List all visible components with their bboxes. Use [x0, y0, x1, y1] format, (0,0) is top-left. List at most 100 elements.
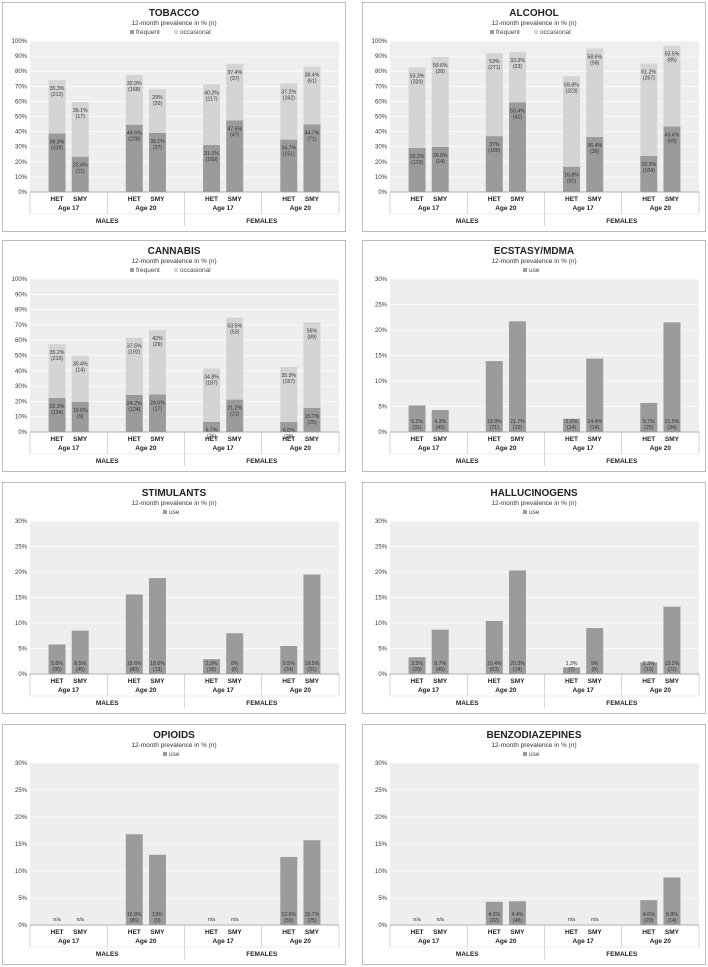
legend-label-use: use — [529, 509, 540, 516]
data-label: 44.6% — [127, 131, 142, 137]
sex-group-label: FEMALES — [606, 951, 638, 958]
bar-use — [663, 606, 681, 674]
y-tick-label: 70% — [375, 84, 388, 90]
bar-use — [485, 901, 503, 925]
category-label: SMY — [228, 436, 243, 443]
y-tick-label: 15% — [15, 842, 28, 848]
data-label: (217) — [205, 96, 217, 102]
legend-label-occasional: occasional — [180, 267, 211, 274]
legend-label-frequent: frequent — [496, 29, 520, 36]
category-label: HET — [282, 678, 295, 685]
bar-frequent — [148, 132, 166, 192]
age-group-label: Age 20 — [135, 445, 157, 452]
bar-use — [586, 358, 604, 432]
data-label: (189) — [488, 148, 500, 154]
chart-title: BENZODIAZEPINES — [486, 730, 581, 741]
data-label: n/a — [568, 917, 575, 923]
category-label: SMY — [588, 929, 603, 936]
data-label: 61.2% — [641, 69, 656, 75]
data-label: (151) — [283, 152, 295, 158]
data-label: 59.6% — [433, 63, 448, 69]
y-tick-label: 5% — [378, 896, 387, 902]
y-tick-label: 60% — [375, 99, 388, 105]
data-label: 35.2% — [50, 350, 65, 356]
y-tick-label: 90% — [15, 292, 28, 298]
data-label: 8.5% — [74, 661, 86, 667]
data-label: 5.2% — [411, 419, 423, 425]
category-label: HET — [205, 929, 218, 936]
data-label: 4.4% — [512, 912, 524, 918]
data-label: (14) — [76, 368, 85, 374]
category-label: HET — [205, 436, 218, 443]
y-tick-label: 0% — [378, 923, 387, 929]
category-label: HET — [51, 436, 64, 443]
category-label: HET — [411, 196, 424, 203]
data-label: 37.5% — [127, 344, 142, 350]
bar-frequent — [226, 120, 244, 192]
data-label: (21) — [667, 667, 676, 673]
y-tick-label: 5% — [378, 647, 387, 653]
data-label: 37% — [489, 142, 500, 148]
data-label: 30.4% — [73, 362, 88, 368]
bar-frequent — [48, 397, 66, 432]
y-tick-label: 30% — [375, 277, 388, 283]
data-label: (20) — [153, 101, 162, 107]
chart-panel-ecstasy: ECSTASY/MDMA 12-month prevalence in % (n)… — [362, 240, 706, 472]
y-tick-label: 50% — [375, 115, 388, 121]
data-label: 15.7% — [305, 912, 320, 918]
bar-use — [280, 856, 298, 925]
data-label: 15.7% — [305, 414, 320, 420]
age-group-label: Age 20 — [495, 938, 517, 945]
bar-occasional — [148, 89, 166, 133]
y-tick-label: 100% — [12, 277, 28, 283]
bar-frequent — [508, 102, 526, 192]
sex-group-label: FEMALES — [246, 458, 278, 465]
chart-subtitle: 12-month prevalence in % (n) — [491, 258, 576, 265]
age-group-label: Age 20 — [135, 205, 157, 212]
category-label: HET — [128, 678, 141, 685]
category-label: SMY — [305, 678, 320, 685]
category-label: SMY — [665, 196, 680, 203]
data-label: (21) — [230, 412, 239, 418]
category-label: SMY — [305, 196, 320, 203]
data-label: 47.5% — [227, 126, 242, 132]
y-tick-label: 10% — [15, 869, 28, 875]
data-label: (339) — [51, 145, 63, 151]
y-tick-label: 25% — [15, 545, 28, 551]
data-label: 10.4% — [487, 661, 502, 667]
legend-swatch-use — [163, 752, 167, 756]
bar-frequent — [71, 156, 89, 192]
bar-use — [485, 620, 503, 674]
bar-frequent — [303, 124, 321, 192]
chart-title: HALLUCINOGENS — [490, 488, 578, 499]
bar-occasional — [280, 83, 298, 140]
data-label: (170) — [411, 160, 423, 166]
age-group-label: Age 20 — [135, 938, 157, 945]
data-label: 19.6% — [73, 408, 88, 414]
data-label: 2.6% — [566, 419, 578, 425]
data-label: 16.8% — [564, 173, 579, 179]
bar-occasional — [71, 102, 89, 157]
category-label: SMY — [665, 436, 680, 443]
chart-title: ALCOHOL — [509, 8, 558, 19]
chart-subtitle: 12-month prevalence in % (n) — [491, 742, 576, 749]
data-label: 53% — [489, 59, 500, 65]
data-label: (45) — [513, 918, 522, 924]
data-label: n/a — [437, 917, 444, 923]
legend-label-occasional: occasional — [180, 29, 211, 36]
data-label: 44.7% — [305, 131, 320, 137]
category-label: HET — [282, 436, 295, 443]
data-label: (47) — [230, 132, 239, 138]
category-label: SMY — [73, 678, 88, 685]
data-label: 9% — [591, 661, 599, 667]
data-label: n/a — [591, 917, 598, 923]
data-label: (31) — [307, 667, 316, 673]
category-label: SMY — [305, 929, 320, 936]
category-label: SMY — [73, 196, 88, 203]
chart-subtitle: 12-month prevalence in % (n) — [491, 20, 576, 27]
data-label: (80) — [130, 667, 139, 673]
category-label: HET — [51, 929, 64, 936]
